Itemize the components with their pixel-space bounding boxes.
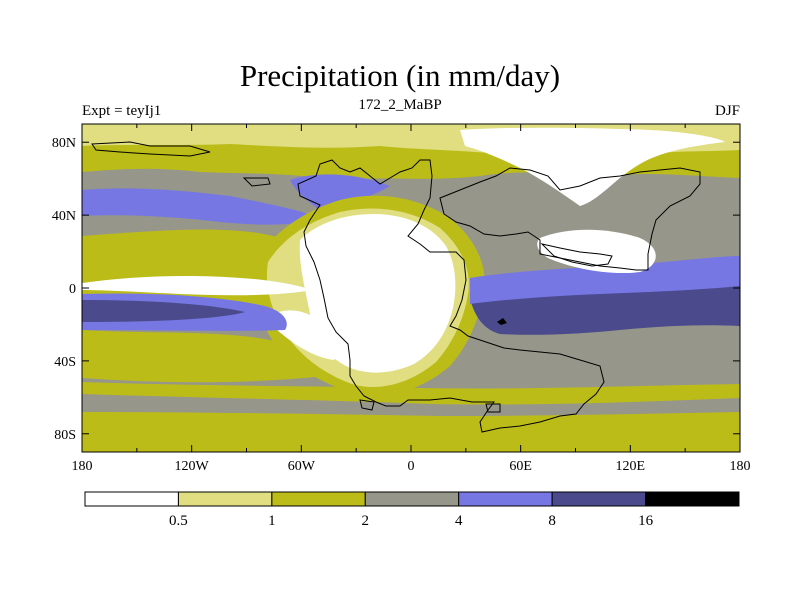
x-tick-label: 0 xyxy=(408,459,415,474)
x-tick-label: 180 xyxy=(72,459,93,474)
pangea-desert xyxy=(299,214,456,373)
x-tick-label: 60W xyxy=(288,459,316,474)
y-tick-label: 0 xyxy=(69,282,76,297)
y-tick-label: 80S xyxy=(54,428,76,443)
colorbar-swatch xyxy=(364,491,460,507)
chart-title: Precipitation (in mm/day) xyxy=(239,58,561,93)
colorbar-level-label: 2 xyxy=(362,513,370,529)
east-pacific-dry-tongue xyxy=(82,275,312,296)
x-tick-label: 60E xyxy=(509,459,532,474)
coastline-south-islands xyxy=(359,399,501,413)
colorbar-swatch xyxy=(177,491,273,507)
period-label: 172_2_MaBP xyxy=(358,97,442,113)
southern-ocean-2-4 xyxy=(82,394,740,416)
arctic-ocean-dry xyxy=(460,127,725,206)
south-pacific-subtropics-1-2 xyxy=(82,330,325,383)
colorbar-swatch xyxy=(551,491,647,507)
colorbar-level-label: 1 xyxy=(268,513,276,529)
east-asia-dry-patch xyxy=(537,229,656,274)
colorbar-level-label: 16 xyxy=(638,513,654,529)
x-tick-label: 180 xyxy=(730,459,751,474)
small-island-marker xyxy=(497,318,507,325)
colorbar-swatch xyxy=(84,491,179,507)
south-pacific-dry xyxy=(269,310,339,360)
x-tick-label: 120E xyxy=(616,459,646,474)
y-tick-label: 80N xyxy=(52,136,76,151)
y-tick-label: 40N xyxy=(52,209,76,224)
coastline-main-continent xyxy=(297,159,605,433)
coastline-layer xyxy=(91,141,701,433)
southern-ocean-1-2 xyxy=(82,382,740,452)
tethys-wet-core xyxy=(470,280,740,335)
season-label: DJF xyxy=(714,103,740,119)
colorbar-level-label: 4 xyxy=(455,513,463,529)
coastline-inland-sea xyxy=(540,243,613,267)
contour-fill-layer xyxy=(82,124,740,452)
north-pacific-storm-track xyxy=(82,188,320,225)
y-tick-label: 40S xyxy=(54,355,76,370)
colorbar-swatch xyxy=(645,491,740,507)
experiment-label: Expt = teyIj1 xyxy=(82,103,162,119)
coastline-west-islands xyxy=(91,141,271,187)
colorbar-swatch xyxy=(271,491,366,507)
east-asia-wet xyxy=(470,256,740,304)
x-tick-label: 120W xyxy=(175,459,210,474)
coastline-north-landmass xyxy=(439,167,701,271)
tropical-band-8-16 xyxy=(82,300,245,322)
colorbar-level-label: 0.5 xyxy=(169,513,188,529)
colorbar: 0.5 1 2 4 8 16 xyxy=(84,491,740,529)
colorbar-swatch xyxy=(458,491,553,507)
north-atlantic-wet xyxy=(290,174,390,210)
axis-ticks: 180 120W 60W 0 60E 120E 180 80N 40N 0 40S 80S xyxy=(52,124,751,474)
colorbar-level-label: 8 xyxy=(548,513,556,529)
